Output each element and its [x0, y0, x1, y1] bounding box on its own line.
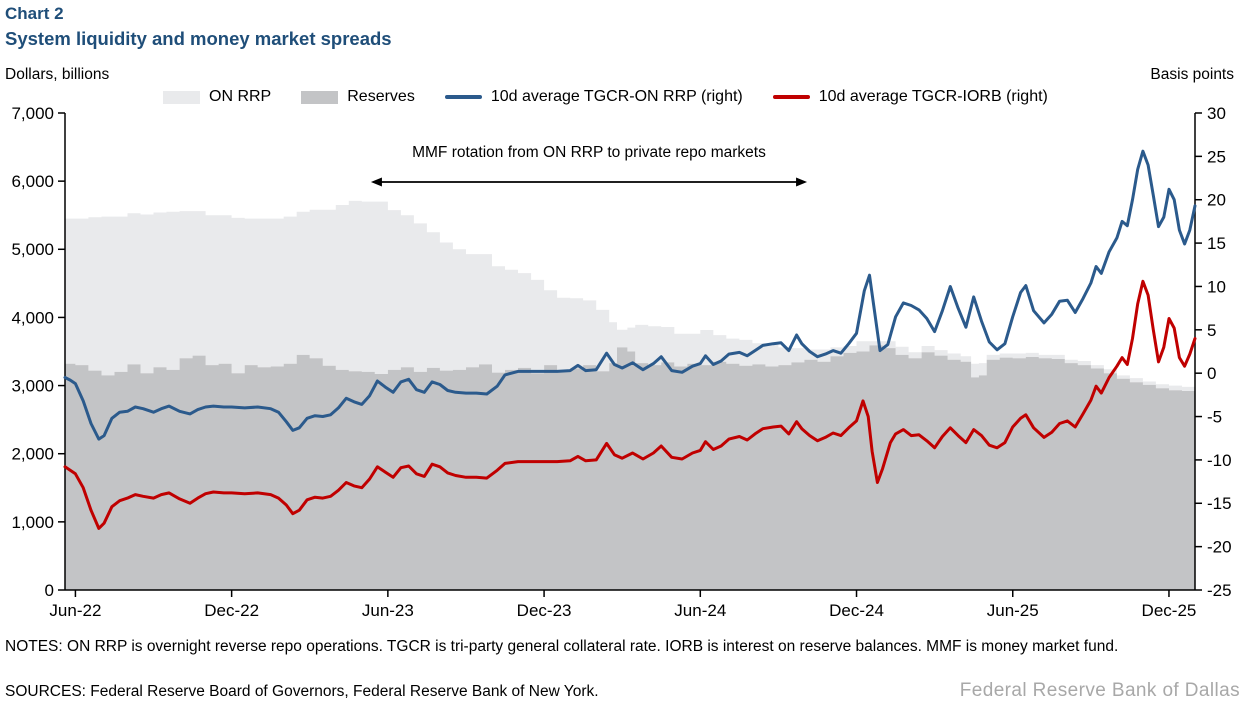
page-title: System liquidity and money market spread…: [5, 28, 392, 49]
on-rrp-area: [65, 200, 1195, 391]
y-right-tick-label: 15: [1207, 234, 1226, 253]
arrow-right-icon: [796, 177, 808, 187]
chart-svg: 0 1,000 2,000 3,000 4,000 5,000 6,000 7,000 -25 -…: [11, 104, 1232, 620]
legend-label: ON RRP: [209, 88, 272, 105]
x-tick-label: Dec-25: [1142, 601, 1197, 620]
x-tick-label: Dec-24: [829, 601, 884, 620]
y-left-tick-label: 6,000: [11, 172, 54, 191]
y-right-tick-label: 0: [1207, 364, 1216, 383]
y-left-tick-label: 1,000: [11, 513, 54, 532]
y-right-tick-label: -15: [1207, 494, 1232, 513]
annotation-text: MMF rotation from ON RRP to private repo…: [412, 144, 766, 161]
footer: SOURCES: Federal Reserve Board of Govern…: [5, 680, 1240, 702]
y-left-tick-label: 0: [45, 581, 54, 600]
blue-line-swatch-icon: [444, 95, 482, 99]
y-left-tick-label: 4,000: [11, 308, 54, 327]
y-right-tick-label: 20: [1207, 191, 1226, 210]
y-left-tick-label: 5,000: [11, 240, 54, 259]
notes-text: NOTES: ON RRP is overnight reverse repo …: [5, 638, 1119, 655]
red-line-swatch-icon: [772, 95, 810, 99]
y-left-tick-label: 7,000: [11, 104, 54, 123]
chart-legend: ON RRP Reserves 10d average TGCR-ON RRP …: [163, 88, 1048, 106]
left-axis-unit-label: Dollars, billions: [5, 66, 110, 83]
y-right-tick-label: -5: [1207, 407, 1222, 426]
x-tick-label: Dec-22: [204, 601, 259, 620]
legend-item-tgcr-onrrp: 10d average TGCR-ON RRP (right): [444, 88, 743, 106]
arrow-left-icon: [370, 177, 382, 187]
y-right-tick-label: 30: [1207, 104, 1226, 123]
legend-item-tgcr-iorb: 10d average TGCR-IORB (right): [772, 88, 1048, 106]
y-left-tick-label: 3,000: [11, 377, 54, 396]
tgcr-iorb-line: [63, 279, 1197, 530]
x-tick-label: Dec-23: [517, 601, 572, 620]
y-right-tick-label: 25: [1207, 147, 1226, 166]
y-right-tick-label: 10: [1207, 277, 1226, 296]
legend-label: Reserves: [347, 88, 415, 105]
chart-header: Chart 2 System liquidity and money marke…: [5, 4, 392, 50]
x-tick-label: Jun-22: [49, 601, 101, 620]
x-tick-label: Jun-24: [674, 601, 726, 620]
legend-item-on-rrp: ON RRP: [163, 88, 271, 106]
x-tick-label: Jun-23: [362, 601, 414, 620]
y-right-tick-label: 5: [1207, 321, 1216, 340]
right-axis-unit-label: Basis points: [1150, 66, 1234, 83]
legend-label: 10d average TGCR-IORB (right): [818, 88, 1048, 105]
reserves-area: [65, 345, 1195, 590]
y-left-tick-label: 2,000: [11, 445, 54, 464]
y-right-tick-label: -10: [1207, 451, 1232, 470]
watermark-text: Federal Reserve Bank of Dallas: [959, 680, 1240, 701]
on-rrp-swatch-icon: [163, 90, 200, 104]
tgcr-onrrp-line: [63, 149, 1197, 441]
x-tick-label: Jun-25: [987, 601, 1039, 620]
chart-container: 0 1,000 2,000 3,000 4,000 5,000 6,000 7,000 -25 -…: [0, 85, 1246, 620]
legend-item-reserves: Reserves: [301, 88, 415, 106]
legend-label: 10d average TGCR-ON RRP (right): [490, 88, 743, 105]
reserves-swatch-icon: [301, 90, 339, 104]
y-right-tick-label: -20: [1207, 538, 1232, 557]
y-right-tick-label: -25: [1207, 581, 1232, 600]
chart-number: Chart 2: [5, 4, 64, 23]
sources-text: SOURCES: Federal Reserve Board of Govern…: [5, 683, 599, 700]
